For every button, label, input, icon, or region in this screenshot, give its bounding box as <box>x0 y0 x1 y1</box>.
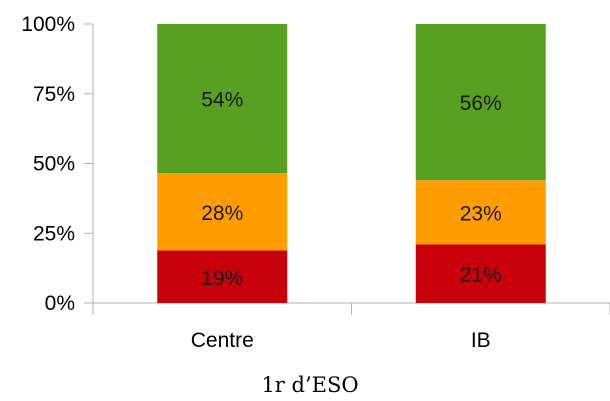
y-tick-label: 0% <box>45 292 75 315</box>
bar-segment <box>415 180 546 245</box>
data-label: 21% <box>460 264 502 287</box>
data-label: 23% <box>460 202 502 225</box>
data-labels: 19% 28% 54% 21% 23% 56% <box>201 89 502 290</box>
data-label: 19% <box>201 267 243 290</box>
y-tick-label: 25% <box>33 222 75 245</box>
y-axis: 0% 25% 50% 75% 100% <box>21 13 94 315</box>
data-label: 28% <box>201 202 243 225</box>
bar-segment <box>157 250 288 303</box>
y-tick-label: 100% <box>21 13 75 36</box>
y-tick-label: 75% <box>33 83 75 106</box>
x-tick-label: IB <box>471 329 491 352</box>
x-tick-label: Centre <box>191 329 254 352</box>
data-label: 54% <box>201 89 243 112</box>
bar-segment <box>415 244 546 303</box>
y-tick-label: 50% <box>33 153 75 176</box>
x-axis: Centre IB <box>92 302 610 352</box>
bars <box>157 24 546 303</box>
x-axis-title: 1r d’ESO <box>261 373 358 397</box>
bar-segment <box>415 24 546 181</box>
bar-segment <box>157 24 288 174</box>
bar-segment <box>157 173 288 251</box>
data-label: 56% <box>460 92 502 115</box>
